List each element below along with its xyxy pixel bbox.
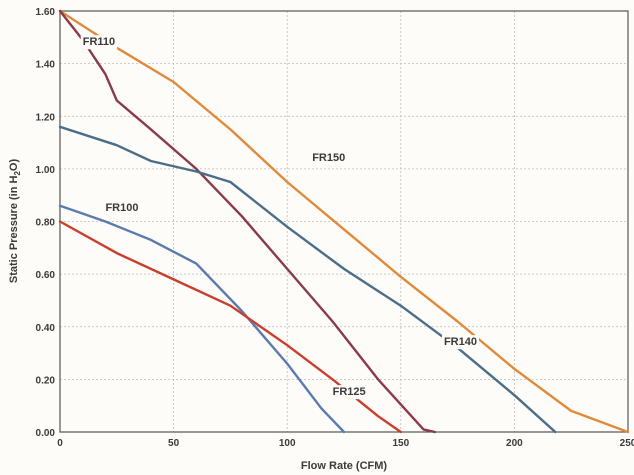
y-axis-ticks: 0.00 0.20 0.40 0.60 0.80 1.00 1.20 1.40 1.60 <box>36 7 56 439</box>
x-tick-label: 250 <box>620 438 634 449</box>
y-tick-label: 0.00 <box>36 428 56 439</box>
y-tick-label: 0.60 <box>36 270 56 281</box>
y-tick-label: 0.40 <box>36 323 56 334</box>
series-label-fr100: FR100 <box>105 202 138 214</box>
series-line-fr140 <box>58 125 557 434</box>
y-tick-label: 1.00 <box>36 165 56 176</box>
y-axis-label-end: O) <box>8 159 20 172</box>
y-tick-label: 0.20 <box>36 375 56 386</box>
x-axis-ticks: 0 50 100 150 200 250 <box>57 438 634 449</box>
series-line-fr110 <box>58 9 437 434</box>
series-label-background <box>80 35 118 50</box>
x-tick-label: 200 <box>506 438 523 449</box>
series-line-fr100 <box>58 204 346 434</box>
y-tick-label: 1.20 <box>36 112 56 123</box>
y-tick-label: 0.80 <box>36 218 56 229</box>
series-label-background <box>310 150 348 165</box>
series-label-group-fr100: FR100 <box>103 200 141 215</box>
grid <box>60 11 628 432</box>
series-line-fr125 <box>58 220 402 434</box>
series-label-fr110: FR110 <box>83 36 115 48</box>
series-label-group-fr140: FR140 <box>441 335 479 350</box>
x-tick-label: 0 <box>57 438 63 449</box>
series-label-fr125: FR125 <box>333 386 366 398</box>
x-tick-label: 150 <box>392 438 409 449</box>
y-tick-label: 1.60 <box>36 7 56 18</box>
series-label-background <box>330 385 368 400</box>
y-tick-label: 1.40 <box>36 60 56 71</box>
series-curves <box>58 9 630 434</box>
series-label-group-fr125: FR125 <box>330 385 368 400</box>
series-label-fr150: FR150 <box>312 152 345 164</box>
series-line-fr150 <box>58 9 630 434</box>
x-tick-label: 100 <box>279 438 296 449</box>
series-label-fr140: FR140 <box>444 336 477 348</box>
y-axis-label: Static Pressure (in H2O) <box>8 159 22 284</box>
y-axis-label-subscript: 2 <box>13 171 22 176</box>
series-label-group-fr150: FR150 <box>310 150 348 165</box>
series-label-background <box>441 335 479 350</box>
series-labels: FR150 FR110 FR140 FR100 FR125 <box>80 35 479 400</box>
y-axis-label-main: Static Pressure (in H <box>8 175 20 283</box>
series-label-group-fr110: FR110 <box>80 35 118 50</box>
x-axis-label: Flow Rate (CFM) <box>301 460 387 472</box>
series-label-background <box>103 200 141 215</box>
x-tick-label: 50 <box>168 438 180 449</box>
